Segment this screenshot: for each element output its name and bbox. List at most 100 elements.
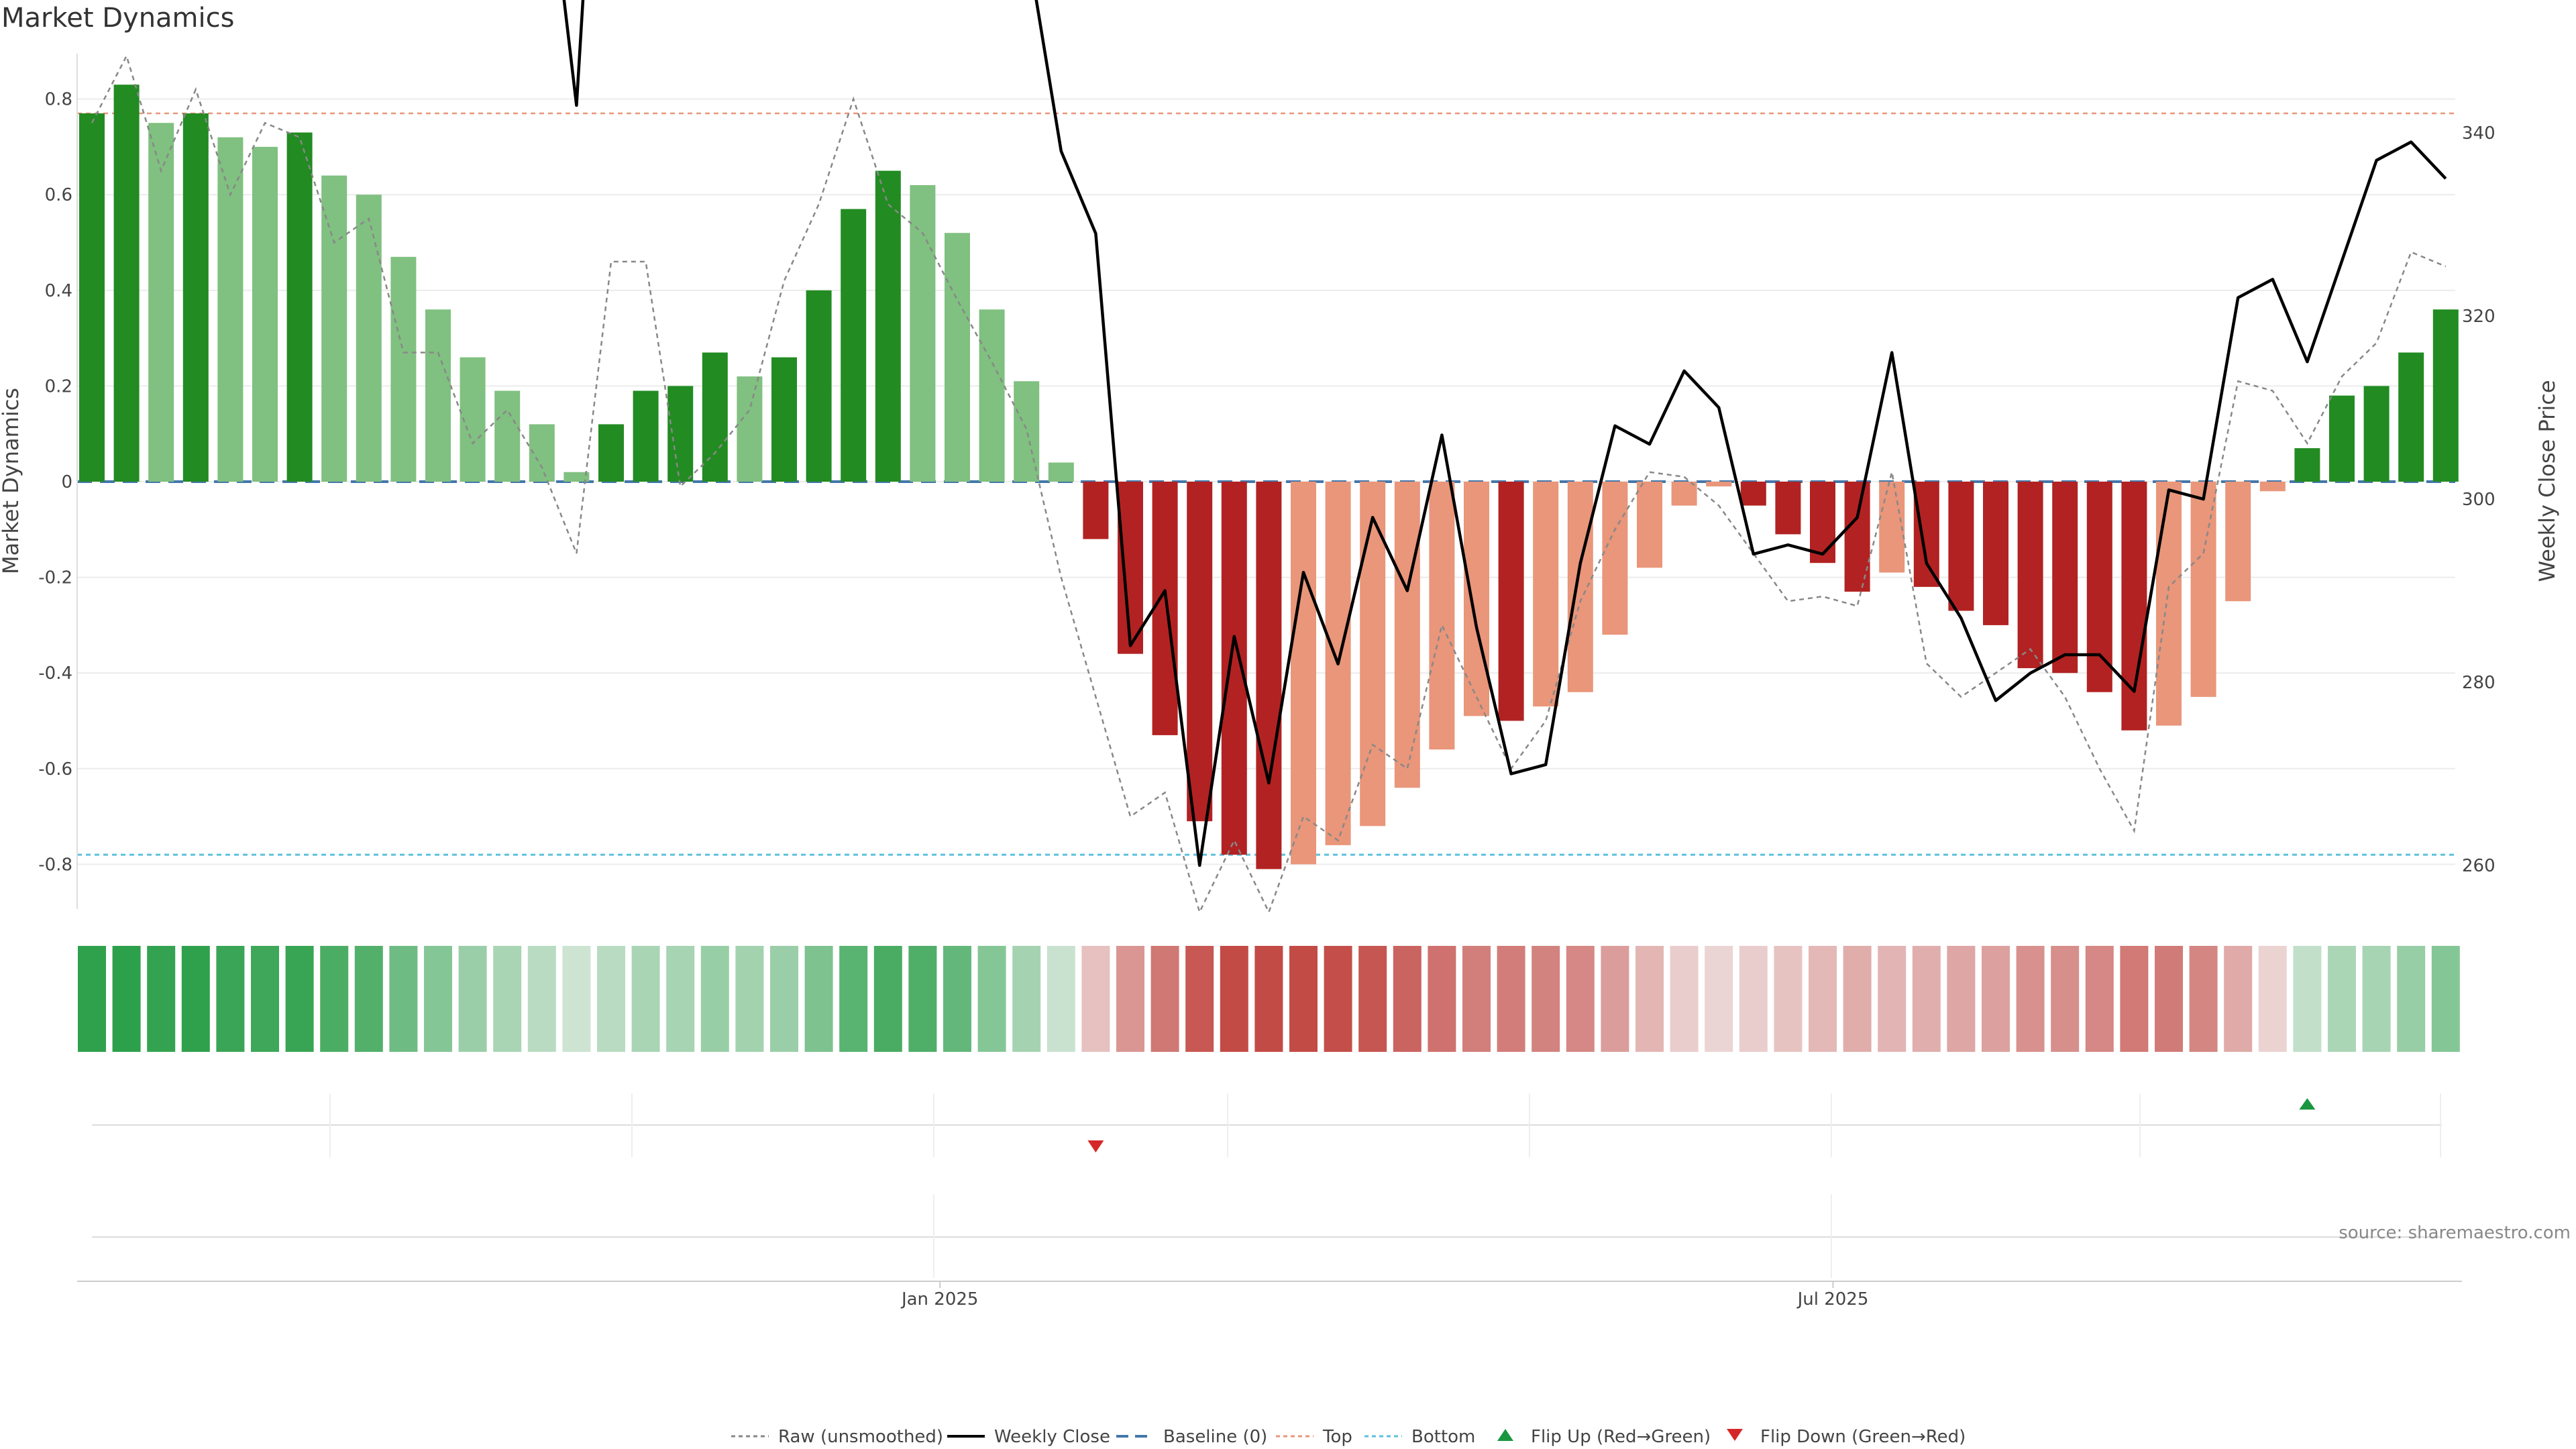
heat-cell [320, 946, 349, 1052]
heat-cell [2397, 946, 2426, 1052]
heat-cell [735, 946, 764, 1052]
momentum-bar [1187, 482, 1213, 822]
heat-cell [112, 946, 141, 1052]
heat-cell [562, 946, 591, 1052]
left-tick-label: -0.2 [38, 568, 72, 588]
heat-cell [493, 946, 522, 1052]
heat-cell [1532, 946, 1560, 1052]
heat-cell [1324, 946, 1352, 1052]
heat-cell [631, 946, 660, 1052]
momentum-bar [806, 290, 832, 482]
heat-cell [1635, 946, 1664, 1052]
momentum-bar [1637, 482, 1662, 568]
momentum-bar [2398, 352, 2424, 482]
left-tick-label: 0.2 [45, 376, 72, 396]
heat-cell [1739, 946, 1768, 1052]
weekly-close-line [562, 0, 2447, 867]
momentum-bar [1256, 482, 1282, 869]
momentum-bar [113, 85, 140, 482]
heat-cell [1774, 946, 1803, 1052]
momentum-bar [1394, 482, 1420, 788]
legend-flip-up-swatch [1497, 1429, 1513, 1441]
heat-cell [1150, 946, 1179, 1052]
heat-cell [2362, 946, 2391, 1052]
momentum-bar [79, 113, 105, 482]
momentum-bar [702, 352, 728, 482]
momentum-bar [2225, 482, 2251, 602]
raw-unsmoothed-line [91, 54, 2447, 915]
heat-cell [839, 946, 868, 1052]
heat-cell [424, 946, 452, 1052]
momentum-bar [252, 146, 278, 482]
heat-cell [1220, 946, 1248, 1052]
left-y-axis-label: Market Dynamics [0, 388, 23, 574]
heat-cell [2224, 946, 2253, 1052]
heat-cell [354, 946, 383, 1052]
momentum-bar [1602, 482, 1628, 635]
heat-cell [458, 946, 487, 1052]
legend-bottom-label: Bottom [1411, 1427, 1475, 1447]
left-tick-label: 0.8 [45, 90, 72, 110]
flip-down-marker [1087, 1140, 1104, 1152]
heat-cell [2051, 946, 2080, 1052]
heat-cell [1878, 946, 1907, 1052]
left-y-axis: 0.8 0.6 0.4 0.2 0 -0.2 -0.4 -0.6 -0.8 [38, 54, 78, 909]
momentum-bar [1429, 482, 1455, 750]
momentum-bar [1048, 462, 1074, 482]
heat-cell [1116, 946, 1144, 1052]
momentum-bar [2432, 309, 2459, 482]
heat-cell [389, 946, 418, 1052]
heat-cell [78, 946, 106, 1052]
momentum-bar [1671, 482, 1697, 506]
momentum-bar [1083, 482, 1109, 539]
momentum-bar [2017, 482, 2043, 669]
momentum-bar [425, 309, 451, 482]
momentum-bar [771, 357, 797, 482]
left-tick-label: 0 [61, 472, 72, 492]
heat-cell [700, 946, 729, 1052]
flip-up-marker [2299, 1098, 2316, 1110]
left-tick-label: -0.8 [38, 855, 72, 875]
heat-cell [2258, 946, 2287, 1052]
momentum-bar [1879, 482, 1905, 573]
momentum-bar [494, 390, 521, 482]
heat-cell [285, 946, 314, 1052]
left-tick-label: -0.4 [38, 663, 72, 684]
heat-cell [2293, 946, 2322, 1052]
heat-cell [1358, 946, 1387, 1052]
heat-cell [1497, 946, 1525, 1052]
heat-cell [1809, 946, 1837, 1052]
momentum-bar [979, 309, 1005, 482]
heat-cell [2155, 946, 2183, 1052]
heat-cell [770, 946, 798, 1052]
heat-cell [943, 946, 971, 1052]
heat-cell [251, 946, 279, 1052]
momentum-bar [2086, 482, 2112, 692]
heat-cell [1046, 946, 1075, 1052]
right-tick-label: 280 [2462, 673, 2496, 693]
heat-cell [597, 946, 625, 1052]
momentum-bar [1706, 482, 1732, 487]
momentum-bar [356, 195, 382, 482]
momentum-bar [1118, 482, 1143, 654]
heat-cell [873, 946, 902, 1052]
heat-cell [1982, 946, 2010, 1052]
legend: Raw (unsmoothed) Weekly Close Baseline (0)… [731, 1427, 1966, 1447]
left-tick-label: -0.6 [38, 759, 72, 780]
legend-baseline-label: Baseline (0) [1163, 1427, 1267, 1447]
flip-markers-panel [92, 1093, 2442, 1157]
momentum-bar [1913, 482, 1939, 587]
heat-cell [2328, 946, 2356, 1052]
momentum-bar [182, 113, 209, 482]
momentum-bar [2121, 482, 2147, 731]
momentum-bar [2052, 482, 2078, 674]
heat-cell [181, 946, 210, 1052]
momentum-bar [945, 233, 970, 482]
left-tick-label: 0.4 [45, 281, 72, 301]
momentum-bar [2190, 482, 2216, 697]
momentum-bar [148, 123, 174, 482]
momentum-bar [2259, 482, 2286, 492]
heat-cell [1012, 946, 1041, 1052]
heat-cell [804, 946, 833, 1052]
